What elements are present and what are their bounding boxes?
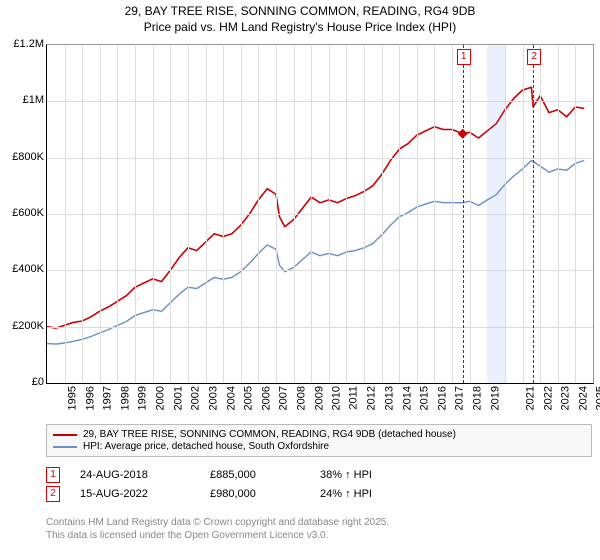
y-axis-label: £800K	[4, 151, 44, 163]
title-block: 29, BAY TREE RISE, SONNING COMMON, READI…	[0, 0, 600, 35]
marker-badge: 2	[46, 486, 60, 502]
x-axis-label: 2025	[595, 386, 600, 410]
marker-vline	[533, 45, 534, 383]
legend-swatch	[53, 434, 77, 436]
x-axis-label: 2014	[401, 386, 413, 410]
marker-delta: 38% ↑ HPI	[320, 469, 430, 481]
y-axis-label: £1M	[4, 94, 44, 106]
x-axis-label: 2007	[278, 386, 290, 410]
x-axis-label: 2010	[331, 386, 343, 410]
x-axis-label: 2013	[384, 386, 396, 410]
x-axis-label: 2011	[347, 386, 359, 410]
marker-flag: 2	[527, 49, 541, 65]
footer-line2: This data is licensed under the Open Gov…	[46, 529, 592, 542]
x-axis-label: 1999	[137, 386, 149, 410]
x-axis-label: 2004	[225, 386, 237, 410]
x-axis-label: 1995	[66, 386, 78, 410]
marker-table: 1 24-AUG-2018 £885,000 38% ↑ HPI 2 15-AU…	[46, 464, 592, 505]
x-axis-label: 2015	[419, 386, 431, 410]
x-axis-label: 2008	[295, 386, 307, 410]
x-axis-label: 2021	[524, 386, 536, 410]
legend-item: 29, BAY TREE RISE, SONNING COMMON, READI…	[53, 429, 585, 440]
legend: 29, BAY TREE RISE, SONNING COMMON, READI…	[46, 424, 592, 457]
marker-row: 1 24-AUG-2018 £885,000 38% ↑ HPI	[46, 467, 592, 483]
y-axis-label: £600K	[4, 207, 44, 219]
x-axis-label: 2012	[366, 386, 378, 410]
marker-price: £885,000	[210, 469, 320, 481]
x-axis-label: 2018	[472, 386, 484, 410]
x-axis-label: 2023	[560, 386, 572, 410]
x-axis-label: 2001	[172, 386, 184, 410]
legend-swatch	[53, 446, 77, 448]
x-axis-label: 2017	[454, 386, 466, 410]
marker-price: £980,000	[210, 488, 320, 500]
x-axis-label: 2009	[313, 386, 325, 410]
legend-item: HPI: Average price, detached house, Sout…	[53, 441, 585, 452]
x-axis-label: 2006	[260, 386, 272, 410]
x-axis-label: 1998	[119, 386, 131, 410]
x-axis-label: 2022	[542, 386, 554, 410]
plot-area: 12	[46, 44, 594, 384]
highlight-band	[487, 45, 505, 383]
legend-label: HPI: Average price, detached house, Sout…	[83, 441, 329, 452]
chart-container: 29, BAY TREE RISE, SONNING COMMON, READI…	[0, 0, 600, 560]
footer-line1: Contains HM Land Registry data © Crown c…	[46, 516, 592, 529]
marker-badge: 1	[46, 467, 60, 483]
x-axis-label: 1996	[84, 386, 96, 410]
y-axis-label: £1.2M	[4, 38, 44, 50]
y-axis-label: £400K	[4, 263, 44, 275]
marker-flag: 1	[457, 49, 471, 65]
x-axis-label: 2003	[207, 386, 219, 410]
x-axis-label: 2016	[436, 386, 448, 410]
marker-date: 24-AUG-2018	[80, 469, 210, 481]
title-line1: 29, BAY TREE RISE, SONNING COMMON, READI…	[0, 4, 600, 20]
legend-label: 29, BAY TREE RISE, SONNING COMMON, READI…	[83, 429, 456, 440]
x-axis-label: 2024	[577, 386, 589, 410]
x-axis-label: 1997	[102, 386, 114, 410]
y-axis-label: £0	[4, 376, 44, 388]
x-axis-label: 2005	[243, 386, 255, 410]
marker-row: 2 15-AUG-2022 £980,000 24% ↑ HPI	[46, 486, 592, 502]
y-axis-label: £200K	[4, 320, 44, 332]
x-axis-label: 2002	[190, 386, 202, 410]
marker-date: 15-AUG-2022	[80, 488, 210, 500]
title-line2: Price paid vs. HM Land Registry's House …	[0, 20, 600, 36]
marker-delta: 24% ↑ HPI	[320, 488, 430, 500]
marker-vline	[463, 45, 464, 383]
x-axis-label: 2019	[489, 386, 501, 410]
x-axis-label: 2000	[155, 386, 167, 410]
footer: Contains HM Land Registry data © Crown c…	[46, 516, 592, 542]
